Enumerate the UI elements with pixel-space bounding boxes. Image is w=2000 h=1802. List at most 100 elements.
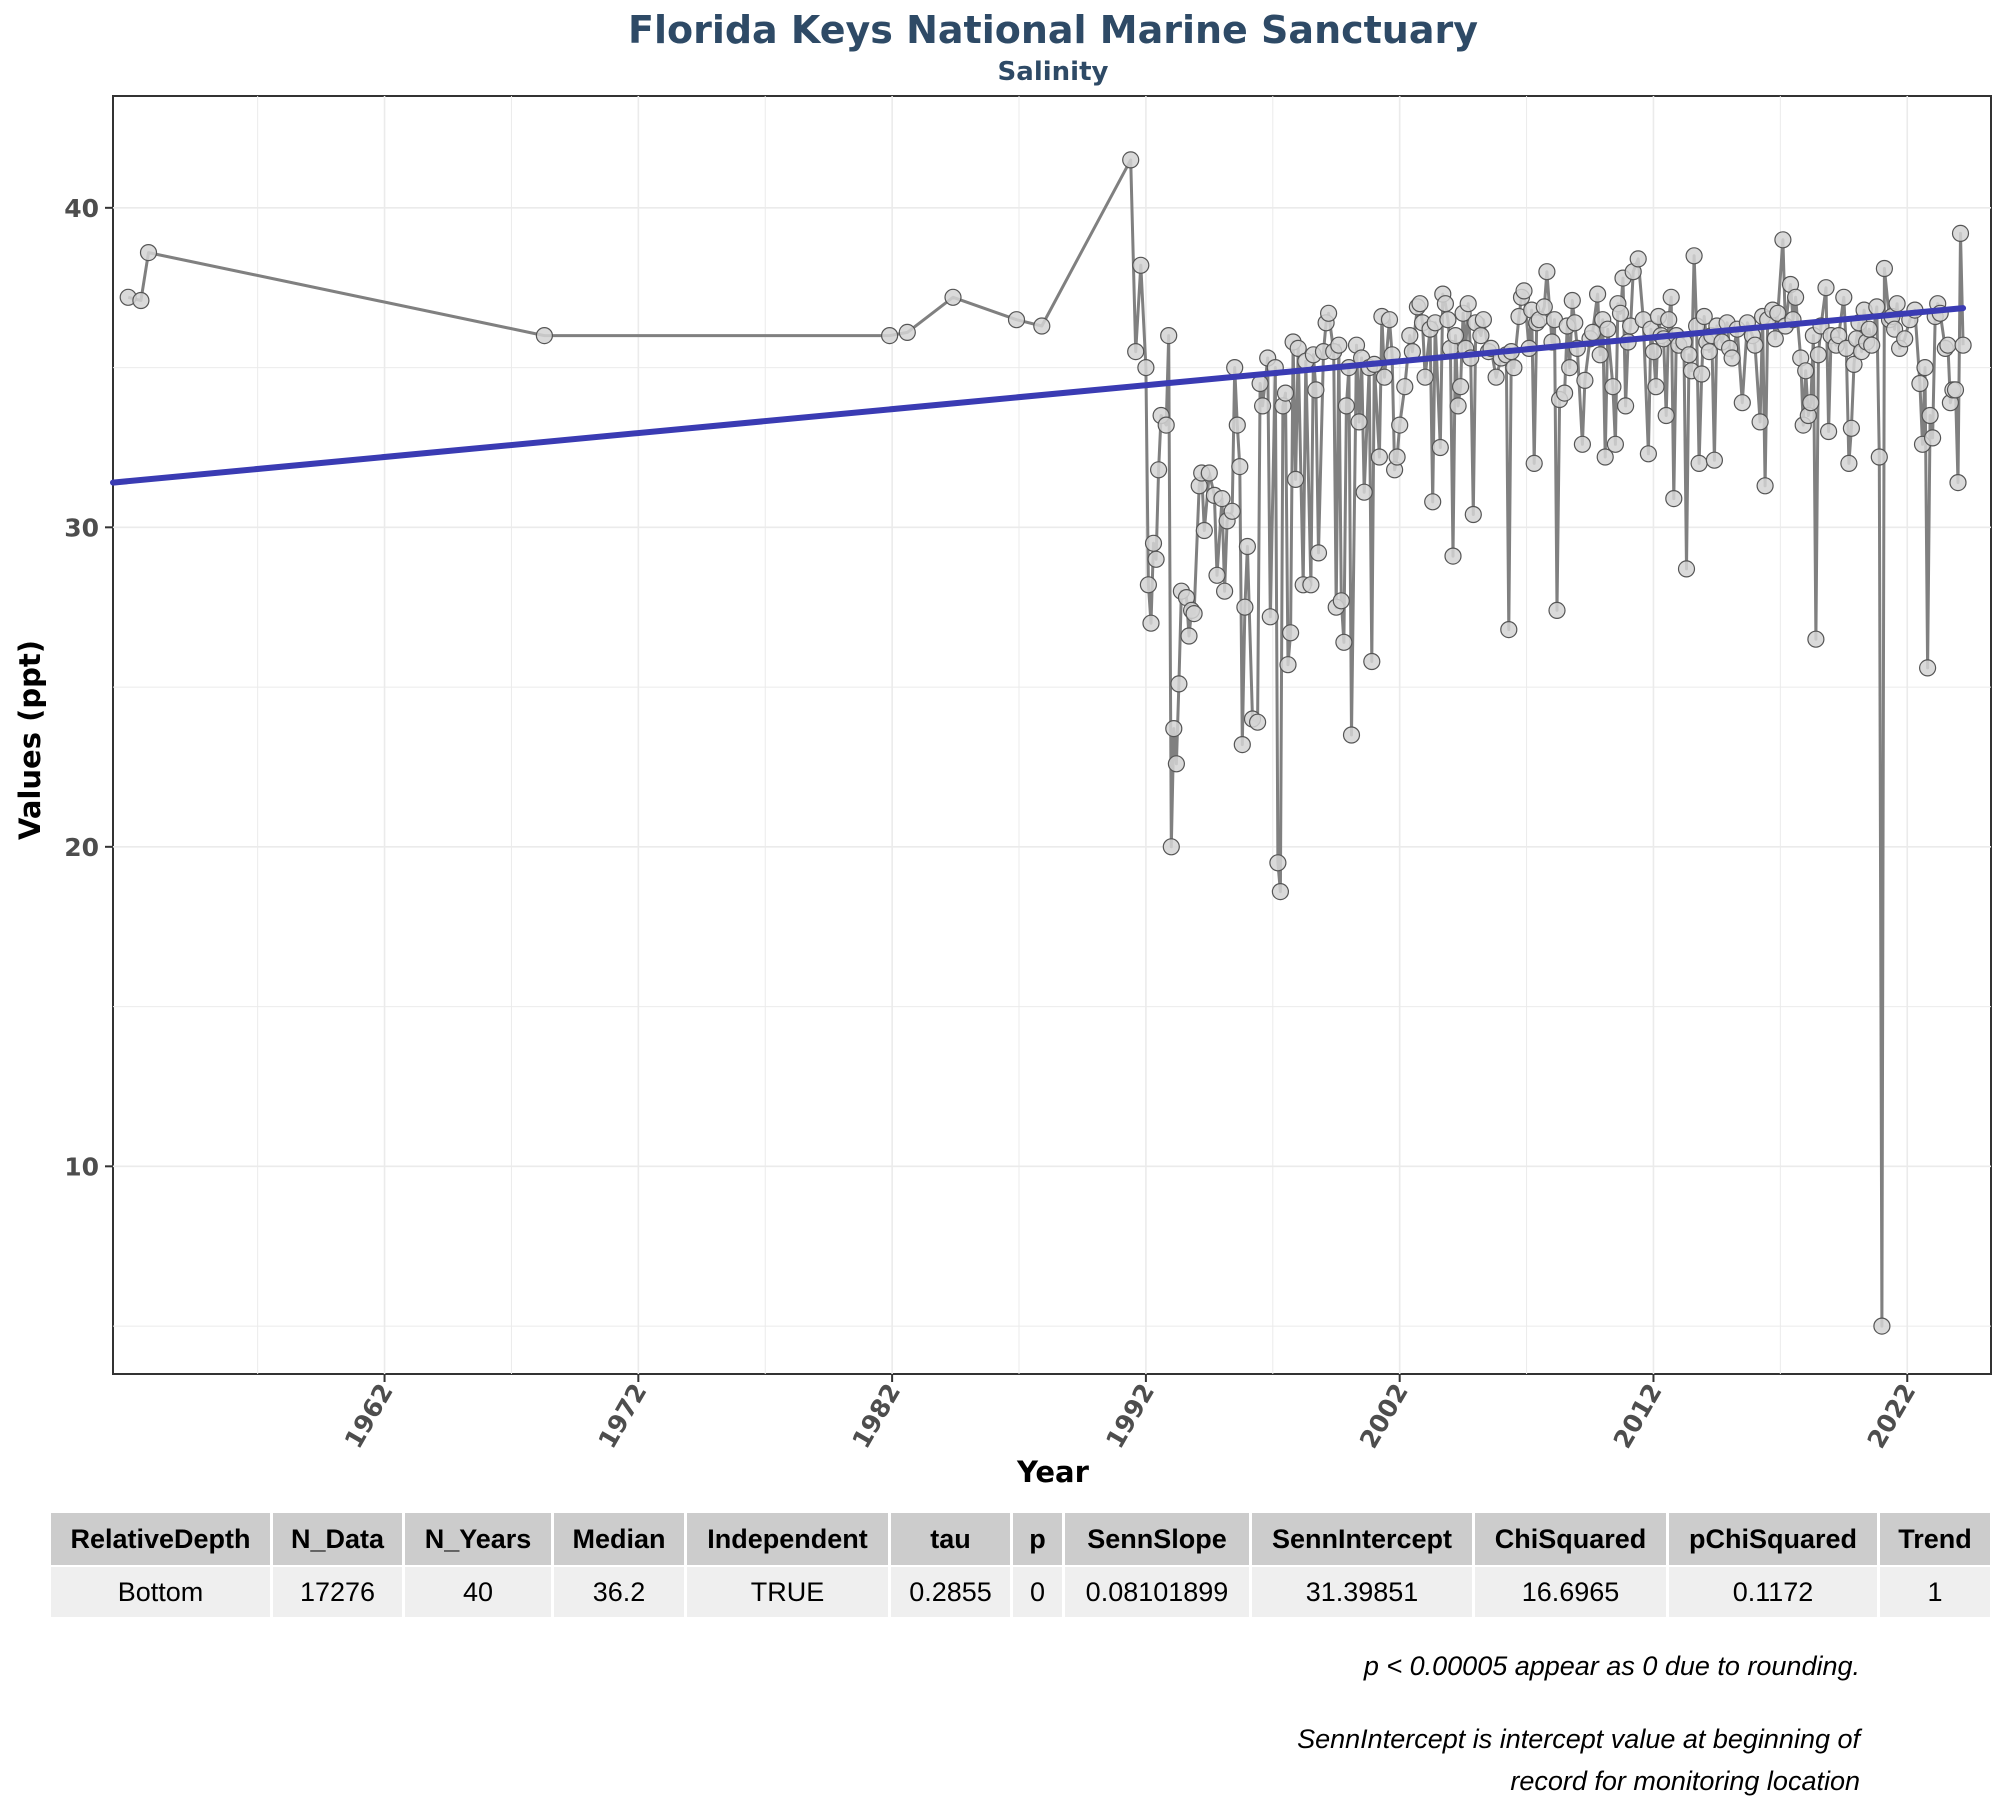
data-point (1127, 343, 1145, 361)
data-point (1505, 359, 1523, 377)
data-point (1835, 288, 1853, 306)
data-point (1911, 374, 1929, 393)
footnote-intercept-line2: record for monitoring location (1510, 1766, 1860, 1796)
y-axis-label: Values (ppt) (13, 640, 47, 840)
data-point (1355, 483, 1373, 501)
data-point (1162, 838, 1180, 856)
stats-header-cell: SennIntercept (1250, 1513, 1475, 1566)
data-point (1375, 368, 1394, 386)
data-point (1033, 317, 1051, 335)
data-point (1307, 381, 1325, 399)
data-point (1236, 598, 1254, 616)
trend-layer (110, 305, 1967, 486)
stats-data-cell: Bottom (51, 1565, 273, 1617)
data-point (1302, 576, 1320, 594)
data-point (1226, 359, 1244, 377)
data-point (1424, 493, 1442, 511)
data-point (1007, 311, 1026, 329)
stats-data-cell: 0.2855 (889, 1565, 1013, 1617)
data-point (1165, 719, 1183, 738)
data-point (1657, 406, 1675, 425)
data-point (1271, 882, 1290, 901)
x-tick-label: 2022 (1862, 1379, 1922, 1454)
data-point (1142, 614, 1160, 632)
data-point (1388, 448, 1406, 466)
data-point (1751, 413, 1769, 431)
data-point (1487, 368, 1505, 386)
data-point (1786, 288, 1805, 306)
y-tick-label: 20 (64, 833, 99, 862)
data-point (1863, 336, 1881, 354)
data-point (1566, 314, 1584, 332)
data-point (1289, 339, 1307, 357)
data-point (1535, 298, 1553, 316)
data-point (1515, 282, 1533, 300)
chart: Florida Keys National Marine Sanctuary S… (13, 8, 1992, 1489)
data-point (1563, 291, 1581, 310)
data-point (1200, 464, 1218, 482)
footnote-rounding: p < 0.00005 appear as 0 due to rounding. (1363, 1651, 1860, 1681)
data-point (1647, 378, 1665, 396)
data-point (1680, 346, 1698, 364)
plot-panel (110, 95, 1992, 1375)
data-point (1766, 330, 1784, 348)
stats-header-cell: Trend (1878, 1513, 1993, 1566)
data-point (1588, 285, 1607, 303)
data-point (1286, 470, 1305, 488)
data-point (1538, 263, 1556, 281)
footnote-intercept: SennIntercept is intercept value at begi… (1297, 1718, 1860, 1802)
data-point (1693, 365, 1711, 383)
data-point (1918, 659, 1937, 677)
data-point (1396, 378, 1414, 396)
data-point (1873, 1317, 1891, 1335)
x-tick-label: 2002 (1354, 1379, 1414, 1454)
stats-header-cell: N_Years (403, 1513, 554, 1566)
data-point (1611, 304, 1630, 322)
data-point (1363, 652, 1381, 671)
data-point (1223, 502, 1241, 520)
data-point (1248, 713, 1267, 731)
stats-data-row: Bottom 17276 40 36.2 TRUE 0.2855 0 0.08101899 31… (51, 1565, 1993, 1617)
stats-data-cell: 1 (1878, 1565, 1993, 1617)
data-point (1276, 384, 1295, 402)
data-point (1213, 490, 1231, 508)
data-point (132, 291, 150, 310)
data-point (1436, 295, 1455, 313)
data-point (1132, 256, 1150, 274)
data-point (1170, 675, 1188, 693)
y-tick-label: 30 (64, 513, 99, 542)
trend-line (110, 305, 1967, 486)
data-point (1149, 461, 1168, 479)
data-point (1662, 288, 1680, 306)
data-point (1819, 422, 1838, 441)
data-point (1596, 448, 1614, 466)
stats-data-cell: 16.6965 (1473, 1565, 1669, 1617)
data-point (1576, 371, 1594, 389)
footnote-intercept-line1: SennIntercept is intercept value at begi… (1297, 1724, 1860, 1754)
data-point (1875, 259, 1894, 278)
data-point (535, 327, 554, 345)
data-point (1411, 295, 1429, 313)
stats-header-cell: ChiSquared (1473, 1513, 1669, 1566)
data-point (1319, 304, 1338, 322)
data-point (1723, 349, 1741, 367)
data-point (1561, 359, 1579, 377)
data-point (1215, 582, 1234, 600)
data-point (1746, 336, 1764, 354)
data-point (1733, 394, 1751, 412)
data-point (1401, 327, 1419, 345)
data-point (1144, 534, 1163, 552)
data-point (1896, 330, 1914, 348)
data-point (1147, 550, 1165, 568)
data-point (1888, 295, 1906, 313)
data-point (1160, 327, 1178, 345)
data-point (1279, 656, 1297, 674)
stats-data-cell: 0.08101899 (1063, 1565, 1252, 1617)
data-point (1555, 384, 1574, 402)
stats-data-cell: 36.2 (552, 1565, 687, 1617)
data-point (1380, 311, 1399, 329)
data-point (898, 323, 916, 341)
data-point (1309, 544, 1328, 562)
data-point (1122, 151, 1140, 169)
data-point (1951, 224, 1970, 242)
